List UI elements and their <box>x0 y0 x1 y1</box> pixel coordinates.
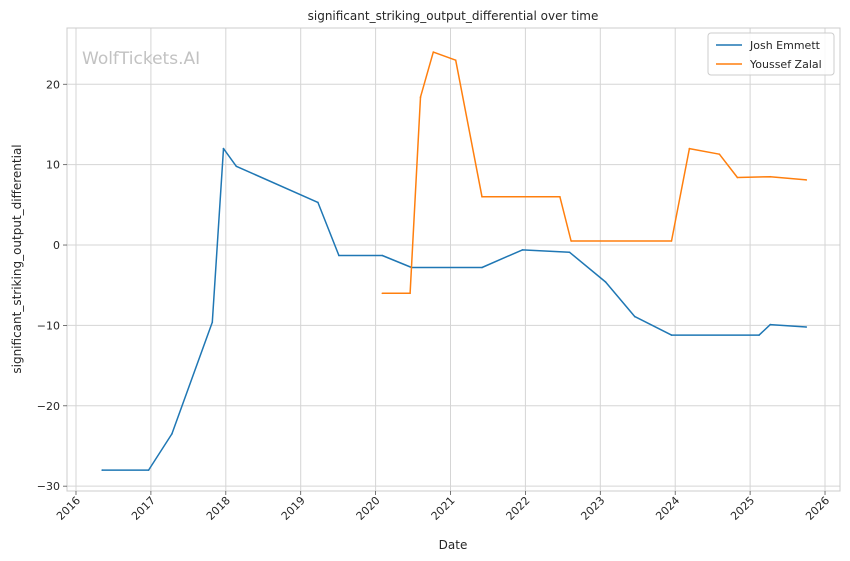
data-point-youssef-zalal <box>454 59 457 61</box>
series-line-youssef-zalal <box>382 51 807 295</box>
data-point-youssef-zalal <box>570 240 572 242</box>
data-point-youssef-zalal <box>559 196 561 198</box>
x-axis-label: Date <box>439 538 468 552</box>
data-point-josh-emmett <box>604 281 607 283</box>
y-tick-label: −20 <box>37 400 60 413</box>
data-point-josh-emmett <box>338 254 340 257</box>
data-point-josh-emmett <box>481 266 483 269</box>
legend-label-youssef-zalal: Youssef Zalal <box>749 58 822 71</box>
data-point-josh-emmett <box>521 249 524 251</box>
data-point-youssef-zalal <box>688 147 691 150</box>
data-point-youssef-zalal <box>419 96 422 98</box>
data-point-josh-emmett <box>634 315 636 318</box>
data-point-youssef-zalal <box>670 240 673 242</box>
legend-label-josh-emmett: Josh Emmett <box>749 39 821 52</box>
data-point-josh-emmett <box>381 254 384 257</box>
legend: Josh Emmett Youssef Zalal <box>707 32 835 76</box>
data-point-josh-emmett <box>805 326 808 328</box>
data-point-josh-emmett <box>758 334 760 336</box>
y-tick-labels: −30 −20 −10 0 10 20 <box>37 78 67 493</box>
y-tick-label: 0 <box>53 239 60 252</box>
data-point-youssef-zalal <box>736 176 739 179</box>
grid-lines <box>67 28 840 491</box>
data-point-youssef-zalal <box>718 153 721 155</box>
data-point-josh-emmett <box>317 201 319 204</box>
data-point-josh-emmett <box>769 323 772 326</box>
series-lines <box>101 51 808 471</box>
plot-frame <box>66 27 841 492</box>
data-point-youssef-zalal <box>769 175 772 178</box>
y-tick-label: −10 <box>37 319 60 332</box>
data-point-youssef-zalal <box>432 51 435 53</box>
data-point-josh-emmett <box>568 251 571 254</box>
data-point-josh-emmett <box>211 321 214 324</box>
data-point-youssef-zalal <box>805 179 808 181</box>
data-point-youssef-zalal <box>481 196 483 198</box>
data-point-josh-emmett <box>222 147 225 150</box>
chart-title: significant_striking_output_differential… <box>308 9 599 23</box>
data-point-josh-emmett <box>171 433 173 435</box>
data-point-josh-emmett <box>101 469 103 471</box>
data-point-youssef-zalal <box>381 292 384 295</box>
y-axis-label: significant_striking_output_differential <box>10 144 24 373</box>
data-point-josh-emmett <box>235 165 238 168</box>
data-point-youssef-zalal <box>409 292 411 295</box>
y-tick-label: 20 <box>46 78 60 91</box>
data-point-josh-emmett <box>670 334 673 336</box>
watermark: WolfTickets.AI <box>82 49 200 69</box>
y-tick-label: −30 <box>37 480 60 493</box>
y-tick-label: 10 <box>46 159 60 172</box>
data-point-josh-emmett <box>147 469 150 471</box>
